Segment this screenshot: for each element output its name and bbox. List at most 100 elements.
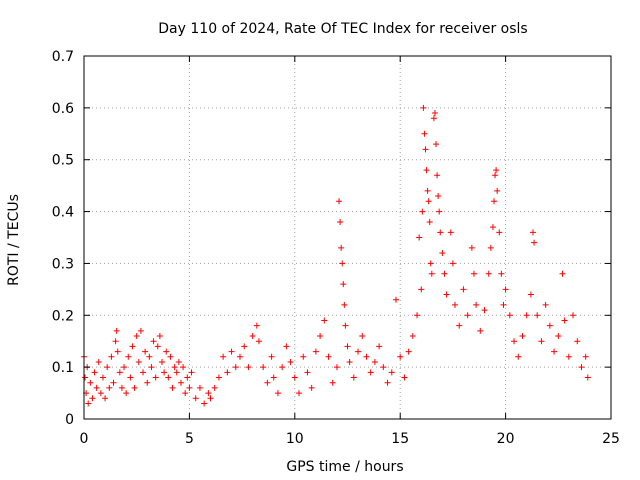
data-point bbox=[477, 327, 484, 334]
y-tick-label: 0.6 bbox=[52, 101, 74, 117]
data-point bbox=[110, 379, 117, 386]
data-point bbox=[500, 301, 507, 308]
data-point bbox=[452, 301, 459, 308]
x-axis-label: GPS time / hours bbox=[286, 459, 403, 475]
data-point bbox=[498, 270, 505, 277]
data-point bbox=[350, 374, 357, 381]
data-point bbox=[468, 244, 475, 251]
data-point bbox=[336, 198, 343, 205]
data-point bbox=[188, 369, 195, 376]
data-point bbox=[274, 390, 281, 397]
grid-lines bbox=[84, 56, 611, 419]
data-point bbox=[144, 379, 151, 386]
x-tick-label: 10 bbox=[286, 431, 304, 447]
data-point bbox=[93, 384, 100, 391]
data-point bbox=[426, 218, 433, 225]
data-point bbox=[546, 322, 553, 329]
data-point bbox=[161, 369, 168, 376]
y-tick-label: 0.7 bbox=[52, 49, 74, 65]
data-point bbox=[384, 379, 391, 386]
data-point bbox=[167, 353, 174, 360]
data-point bbox=[574, 338, 581, 345]
data-point bbox=[137, 327, 144, 334]
x-tick-label: 25 bbox=[602, 431, 620, 447]
data-point bbox=[425, 198, 432, 205]
y-axis-label: ROTI / TECUs bbox=[6, 194, 22, 286]
x-tick-label: 15 bbox=[391, 431, 409, 447]
data-point bbox=[338, 244, 345, 251]
data-point bbox=[82, 374, 89, 381]
x-tick-label: 5 bbox=[185, 431, 194, 447]
data-point bbox=[531, 239, 538, 246]
data-point bbox=[87, 379, 94, 386]
data-point bbox=[470, 270, 477, 277]
data-point bbox=[142, 348, 149, 355]
data-point bbox=[131, 384, 138, 391]
data-point bbox=[340, 281, 347, 288]
data-point bbox=[570, 312, 577, 319]
data-point bbox=[333, 364, 340, 371]
data-point bbox=[437, 229, 444, 236]
data-point bbox=[296, 390, 303, 397]
data-point bbox=[422, 146, 429, 153]
data-point bbox=[460, 286, 467, 293]
data-point bbox=[182, 390, 189, 397]
data-point bbox=[511, 338, 518, 345]
x-tick-label: 20 bbox=[497, 431, 515, 447]
data-point bbox=[359, 333, 366, 340]
data-point bbox=[423, 167, 430, 174]
data-point bbox=[439, 250, 446, 257]
data-point bbox=[427, 260, 434, 267]
data-point bbox=[173, 369, 180, 376]
data-point bbox=[224, 369, 231, 376]
data-point bbox=[163, 348, 170, 355]
data-point bbox=[186, 384, 193, 391]
data-point bbox=[449, 260, 456, 267]
data-point bbox=[405, 348, 412, 355]
data-point bbox=[264, 379, 271, 386]
data-point bbox=[279, 364, 286, 371]
data-point bbox=[113, 327, 120, 334]
data-point bbox=[228, 348, 235, 355]
data-point bbox=[559, 270, 566, 277]
data-point bbox=[456, 322, 463, 329]
data-point bbox=[127, 374, 134, 381]
data-point bbox=[196, 384, 203, 391]
data-point bbox=[434, 172, 441, 179]
data-point bbox=[177, 379, 184, 386]
data-point bbox=[578, 364, 585, 371]
data-point bbox=[344, 343, 351, 350]
data-point bbox=[325, 353, 332, 360]
data-point bbox=[555, 333, 562, 340]
data-point bbox=[91, 369, 98, 376]
data-point bbox=[337, 218, 344, 225]
data-point bbox=[401, 374, 408, 381]
data-point bbox=[542, 301, 549, 308]
y-tick-label: 0.3 bbox=[52, 256, 74, 272]
plot-frame bbox=[83, 55, 612, 420]
data-point bbox=[430, 115, 437, 122]
data-point bbox=[215, 374, 222, 381]
data-point bbox=[249, 333, 256, 340]
data-point bbox=[492, 172, 499, 179]
data-point bbox=[428, 270, 435, 277]
data-point bbox=[534, 312, 541, 319]
chart-title: Day 110 of 2024, Rate Of TEC Index for r… bbox=[158, 21, 527, 37]
data-point bbox=[496, 229, 503, 236]
data-point bbox=[329, 379, 336, 386]
data-point bbox=[367, 369, 374, 376]
data-point bbox=[363, 353, 370, 360]
data-point bbox=[300, 353, 307, 360]
data-point bbox=[502, 286, 509, 293]
data-point bbox=[201, 400, 208, 407]
data-point bbox=[125, 353, 132, 360]
data-point bbox=[220, 353, 227, 360]
data-point bbox=[473, 301, 480, 308]
data-point bbox=[133, 333, 140, 340]
y-tick-label: 0.2 bbox=[52, 308, 74, 324]
data-point bbox=[112, 338, 119, 345]
data-point bbox=[184, 374, 191, 381]
data-point bbox=[494, 187, 501, 194]
data-point bbox=[565, 353, 572, 360]
